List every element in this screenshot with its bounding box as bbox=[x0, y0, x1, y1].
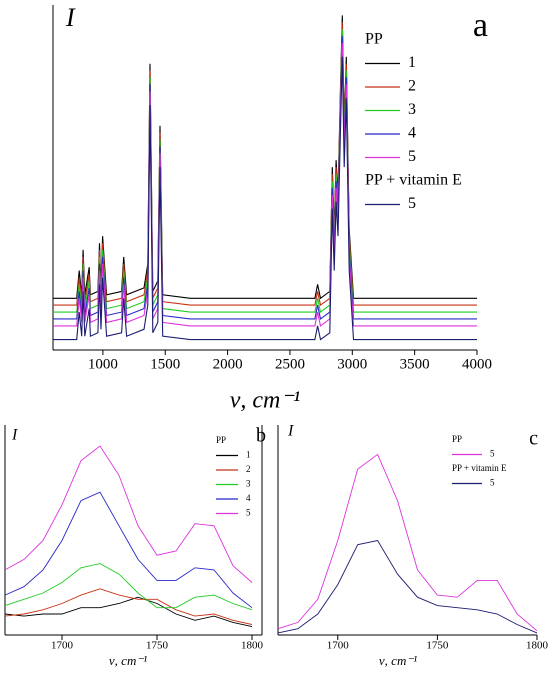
legend-title: PP bbox=[365, 31, 383, 48]
x-tick-label: 1500 bbox=[150, 356, 180, 372]
legend-title: PP bbox=[216, 435, 226, 445]
spectrum-line bbox=[4, 445, 253, 583]
x-tick-label: 1800 bbox=[526, 640, 549, 652]
legend-label: 5 bbox=[408, 195, 416, 212]
y-axis-label: I bbox=[287, 423, 294, 440]
legend-label: 5 bbox=[408, 148, 416, 165]
legend-label: 2 bbox=[246, 464, 251, 474]
legend-label: 3 bbox=[246, 479, 251, 489]
x-tick-label: 3500 bbox=[400, 356, 430, 372]
y-axis-label: I bbox=[11, 427, 18, 444]
legend-label: 4 bbox=[246, 493, 251, 503]
x-tick-label: 4000 bbox=[462, 356, 492, 372]
spectrum-line bbox=[4, 596, 253, 628]
x-tick-label: 2500 bbox=[275, 356, 305, 372]
spectrum-line bbox=[277, 453, 538, 632]
x-tick-label: 1000 bbox=[88, 356, 118, 372]
spectrum-line bbox=[53, 29, 477, 314]
legend-title: PP + vitamin E bbox=[452, 463, 507, 473]
spectrum-line bbox=[4, 491, 253, 609]
x-tick-label: 1700 bbox=[327, 640, 350, 652]
spectrum-line bbox=[53, 56, 477, 341]
x-axis-label: ν, cm⁻¹ bbox=[379, 653, 417, 668]
panel-label: b bbox=[256, 425, 266, 447]
x-tick-label: 1750 bbox=[146, 640, 169, 652]
legend-label: 5 bbox=[490, 449, 495, 459]
x-tick-label: 2000 bbox=[213, 356, 243, 372]
legend-label: 1 bbox=[246, 450, 251, 460]
x-tick-label: 1700 bbox=[51, 640, 74, 652]
x-tick-label: 3000 bbox=[337, 356, 367, 372]
x-axis-label: ν, cm⁻¹ bbox=[230, 388, 301, 414]
spectrum-line bbox=[4, 588, 253, 625]
spectrum-line bbox=[4, 563, 253, 611]
legend-label: 1 bbox=[408, 54, 416, 71]
legend-label: 4 bbox=[408, 125, 416, 142]
x-axis-label: ν, cm⁻¹ bbox=[109, 653, 147, 668]
legend-label: 2 bbox=[408, 78, 416, 95]
spectrum-line bbox=[277, 539, 538, 634]
legend-label: 3 bbox=[408, 101, 416, 118]
panel-label: c bbox=[529, 428, 538, 450]
legend-title: PP bbox=[452, 434, 462, 444]
y-axis-label: I bbox=[65, 3, 76, 32]
legend-label: 5 bbox=[490, 478, 495, 488]
legend-label: 5 bbox=[246, 508, 251, 518]
x-tick-label: 1750 bbox=[426, 640, 449, 652]
x-tick-label: 1800 bbox=[241, 640, 264, 652]
panel-label: a bbox=[473, 7, 488, 44]
legend-title: PP + vitamin E bbox=[365, 172, 462, 189]
